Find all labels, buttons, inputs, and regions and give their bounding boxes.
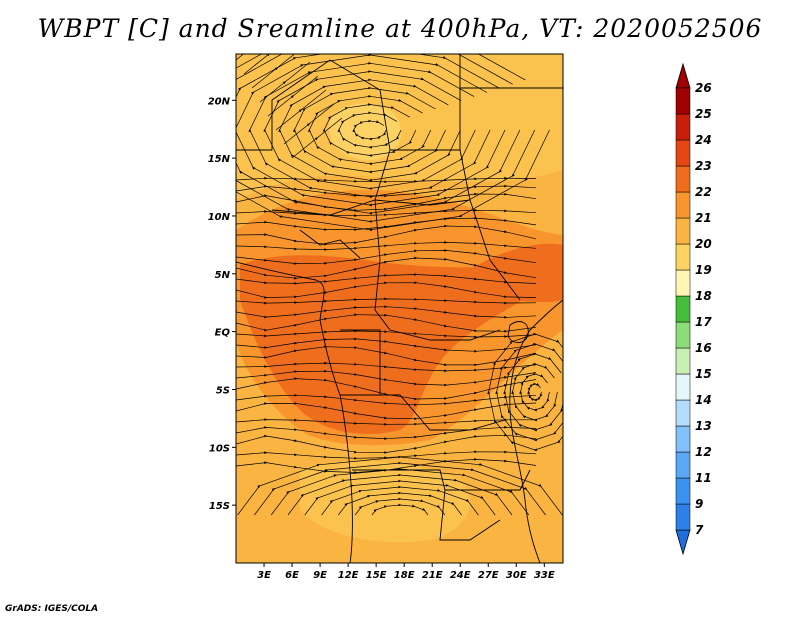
colorbar-label-0: 7 — [695, 523, 704, 537]
colorbar-segment-5 — [675, 373, 691, 401]
colorbar-segment-7 — [675, 321, 691, 349]
y-tick-label-4: EQ — [215, 328, 231, 339]
streamline-layer — [236, 54, 563, 516]
border-10 — [439, 489, 501, 541]
x-tick-label-8: 27E — [478, 570, 499, 581]
colorbar-segment-14 — [675, 139, 691, 167]
colorbar-segment-11 — [675, 217, 691, 245]
streamline-60 — [283, 103, 335, 145]
colorbar-label-4: 13 — [695, 419, 712, 433]
streamline-59 — [275, 89, 327, 131]
chart-title: WBPT [C] and Sreamline at 400hPa, VT: 20… — [37, 14, 763, 43]
x-tick-label-9: 30E — [506, 570, 527, 581]
streamline-57 — [259, 61, 311, 103]
streamline-58 — [267, 75, 319, 117]
colorbar-label-14: 23 — [695, 159, 712, 173]
streamline-53 — [237, 455, 563, 516]
colorbar-segment-10 — [675, 243, 691, 271]
colorbar-label-15: 24 — [695, 133, 712, 147]
colorbar-segment-6 — [675, 347, 691, 375]
colorbar-label-6: 15 — [695, 367, 712, 381]
y-tick-label-0: 20N — [208, 96, 231, 107]
lake-victoria — [507, 321, 529, 344]
colorbar-segment-2 — [675, 451, 691, 479]
x-tick-label-5: 18E — [394, 570, 415, 581]
y-tick-label-3: 5N — [215, 270, 231, 281]
colorbar-segment-3 — [675, 425, 691, 453]
colorbar-max-triangle — [675, 62, 691, 89]
grads-credit: GrADS: IGES/COLA — [5, 604, 99, 614]
streamline-14 — [236, 329, 537, 339]
colorbar-label-3: 12 — [695, 445, 712, 459]
x-tick-label-2: 9E — [313, 570, 327, 581]
colorbar-label-16: 25 — [695, 107, 712, 121]
colorbar-segment-13 — [675, 165, 691, 193]
y-tick-label-2: 10N — [208, 212, 231, 223]
border-11 — [299, 229, 361, 259]
y-tick-label-6: 10S — [209, 443, 230, 454]
coastline-east — [509, 299, 563, 563]
plot-area — [236, 54, 563, 563]
colorbar-label-5: 14 — [695, 393, 712, 407]
streamline-10 — [236, 281, 537, 299]
streamline-6 — [236, 240, 537, 252]
x-tick-label-7: 24E — [450, 570, 471, 581]
colorbar-label-2: 11 — [695, 471, 712, 485]
colorbar-label-10: 19 — [695, 263, 712, 277]
border-9 — [340, 329, 381, 395]
border-1 — [236, 59, 391, 261]
x-tick-label-6: 21E — [422, 570, 443, 581]
colorbar-segment-9 — [675, 269, 691, 297]
x-tick-label-10: 33E — [534, 570, 555, 581]
colorbar-segment-8 — [675, 295, 691, 323]
colorbar-segment-15 — [675, 113, 691, 141]
colorbar-label-8: 17 — [695, 315, 712, 329]
coastline-west — [236, 261, 353, 563]
y-tick-label-1: 15N — [208, 154, 231, 165]
colorbar-label-13: 22 — [695, 185, 712, 199]
border-5 — [271, 199, 471, 216]
streamline-17 — [236, 361, 537, 373]
colorbar-label-1: 9 — [695, 497, 703, 511]
streamline-21 — [236, 401, 537, 421]
x-tick-label-1: 6E — [285, 570, 299, 581]
colorbar-min-triangle — [675, 529, 691, 556]
plot-frame — [235, 53, 564, 564]
colorbar-label-17: 26 — [695, 81, 712, 95]
x-tick-label-4: 15E — [366, 570, 387, 581]
colorbar-segment-16 — [675, 87, 691, 115]
colorbar-label-9: 18 — [695, 289, 712, 303]
colorbar-label-12: 21 — [695, 211, 712, 225]
x-tick-label-3: 12E — [338, 570, 359, 581]
colorbar-label-7: 16 — [695, 341, 712, 355]
colorbar-segment-0 — [675, 503, 691, 531]
y-tick-label-7: 15S — [209, 501, 230, 512]
axes: 3E 6E 9E 12E 15E 18E 21E 24E 27E 30E 33E 20N 15N 10N 5… — [208, 96, 555, 581]
streamline-44 — [487, 332, 563, 452]
streamline-22 — [236, 418, 536, 426]
streamline-56 — [251, 54, 296, 89]
colorbar-segment-4 — [675, 399, 691, 427]
streamline-11 — [236, 297, 537, 305]
colorbar-label-11: 20 — [695, 237, 712, 251]
colorbar: 7 9 11 12 13 14 15 16 17 18 19 20 21 22 23 24 25 26 — [675, 62, 712, 556]
border-6 — [374, 259, 501, 341]
colorbar-segment-1 — [675, 477, 691, 505]
streamline-55 — [243, 54, 271, 75]
colorbar-segment-12 — [675, 191, 691, 219]
x-tick-label-0: 3E — [257, 570, 271, 581]
streamline-61 — [291, 117, 343, 159]
y-tick-label-5: 5S — [216, 385, 230, 396]
country-boundaries — [236, 54, 563, 563]
streamline-38 — [236, 54, 550, 232]
